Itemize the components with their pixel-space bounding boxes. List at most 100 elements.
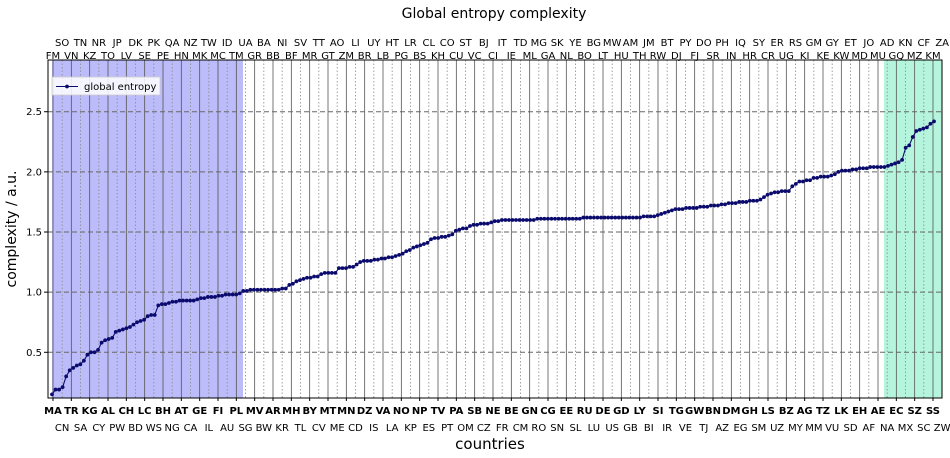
x-tick-label-top: BA — [257, 38, 271, 49]
data-point — [801, 179, 805, 184]
data-point — [393, 254, 398, 258]
data-point — [889, 162, 894, 167]
data-point — [524, 218, 529, 222]
data-point — [340, 266, 345, 270]
data-point — [928, 121, 933, 126]
x-tick-label-top: KE — [817, 51, 830, 62]
data-point — [917, 127, 922, 132]
data-point — [439, 234, 444, 239]
x-tick-label-bottom: MX — [898, 423, 914, 434]
data-point — [538, 216, 543, 221]
x-tick-label-bottom: WS — [146, 423, 162, 434]
x-tick-label-bottom: BY — [303, 406, 318, 417]
data-point — [542, 216, 547, 221]
x-tick-label-top: RS — [789, 38, 802, 49]
x-tick-label-bottom: VA — [376, 406, 391, 417]
data-point — [145, 314, 150, 319]
x-tick-label-top: LI — [351, 38, 360, 49]
data-point — [779, 189, 784, 194]
data-point — [344, 266, 348, 270]
data-point — [248, 287, 253, 292]
data-point — [489, 220, 494, 225]
x-tick-label-bottom: IS — [369, 423, 378, 434]
data-point — [333, 271, 338, 275]
x-tick-label-bottom: MT — [320, 406, 337, 417]
x-tick-label-top: BS — [413, 51, 426, 62]
x-tick-label-top: GT — [321, 51, 335, 62]
x-tick-label-bottom: IR — [662, 423, 672, 434]
data-point — [53, 387, 58, 392]
data-point — [177, 298, 182, 303]
x-tick-label-top: SO — [55, 38, 69, 49]
x-tick-label-top: PY — [680, 38, 693, 49]
data-point — [871, 165, 876, 169]
x-tick-label-top: CO — [440, 38, 455, 49]
data-point — [886, 163, 890, 168]
data-point — [592, 215, 596, 220]
data-point — [850, 167, 855, 172]
x-tick-label-top: DJ — [671, 51, 682, 62]
data-point — [198, 296, 203, 301]
y-tick-label: 2.5 — [26, 107, 42, 118]
data-point — [549, 216, 554, 221]
y-tick-label: 2.0 — [26, 167, 42, 178]
x-tick-label-top: JM — [642, 38, 655, 49]
x-tick-label-top: MG — [531, 38, 547, 49]
data-point — [684, 206, 688, 210]
data-point — [397, 252, 402, 257]
data-point — [595, 215, 600, 220]
data-point — [698, 204, 703, 209]
x-tick-label-bottom: AF — [863, 423, 876, 434]
data-point — [893, 161, 897, 166]
data-point — [762, 195, 766, 200]
data-point — [209, 295, 214, 299]
data-point — [627, 215, 632, 220]
data-point — [276, 287, 281, 292]
x-tick-label-bottom: LC — [138, 406, 152, 417]
x-tick-label-top: UA — [238, 38, 252, 49]
x-tick-label-top: BF — [285, 51, 298, 62]
data-point — [312, 274, 317, 279]
y-tick-label: 0.5 — [26, 348, 42, 359]
data-point — [205, 295, 210, 299]
x-tick-label-top: FJ — [690, 51, 699, 62]
x-tick-label-bottom: SC — [917, 423, 930, 434]
x-tick-label-top: BG — [587, 38, 601, 49]
data-point — [740, 200, 745, 204]
data-point — [414, 244, 419, 249]
x-tick-label-top: SK — [551, 38, 564, 49]
data-point — [117, 328, 122, 333]
x-tick-label-top: DO — [696, 38, 712, 49]
x-tick-label-top: HT — [385, 38, 400, 49]
x-tick-label-bottom: PL — [229, 406, 243, 417]
data-point — [818, 174, 823, 179]
data-point — [517, 218, 522, 222]
data-point — [751, 198, 756, 203]
x-tick-label-top: ST — [459, 38, 472, 49]
data-point — [453, 228, 458, 233]
data-point — [769, 191, 773, 196]
x-tick-label-bottom: CM — [513, 423, 529, 434]
data-point — [106, 337, 111, 341]
data-point — [315, 274, 320, 279]
data-point — [588, 215, 593, 220]
x-tick-label-top: LT — [598, 51, 609, 62]
data-point — [776, 190, 781, 195]
data-point — [864, 166, 869, 171]
x-tick-label-top: CL — [423, 38, 436, 49]
x-tick-label-bottom: NE — [485, 406, 500, 417]
data-point — [570, 216, 575, 221]
x-tick-label-bottom: TR — [64, 406, 79, 417]
x-tick-label-bottom: US — [605, 423, 619, 434]
data-point — [305, 275, 309, 280]
data-point — [57, 387, 61, 392]
data-point — [765, 192, 770, 197]
x-tick-label-bottom: AT — [174, 406, 188, 417]
data-point — [514, 218, 518, 222]
data-point — [436, 236, 440, 240]
x-tick-label-top: TH — [632, 51, 647, 62]
x-tick-label-bottom: GH — [741, 406, 758, 417]
data-point — [103, 338, 108, 343]
x-tick-label-bottom: TG — [669, 406, 684, 417]
x-tick-label-bottom: GN — [521, 406, 538, 417]
